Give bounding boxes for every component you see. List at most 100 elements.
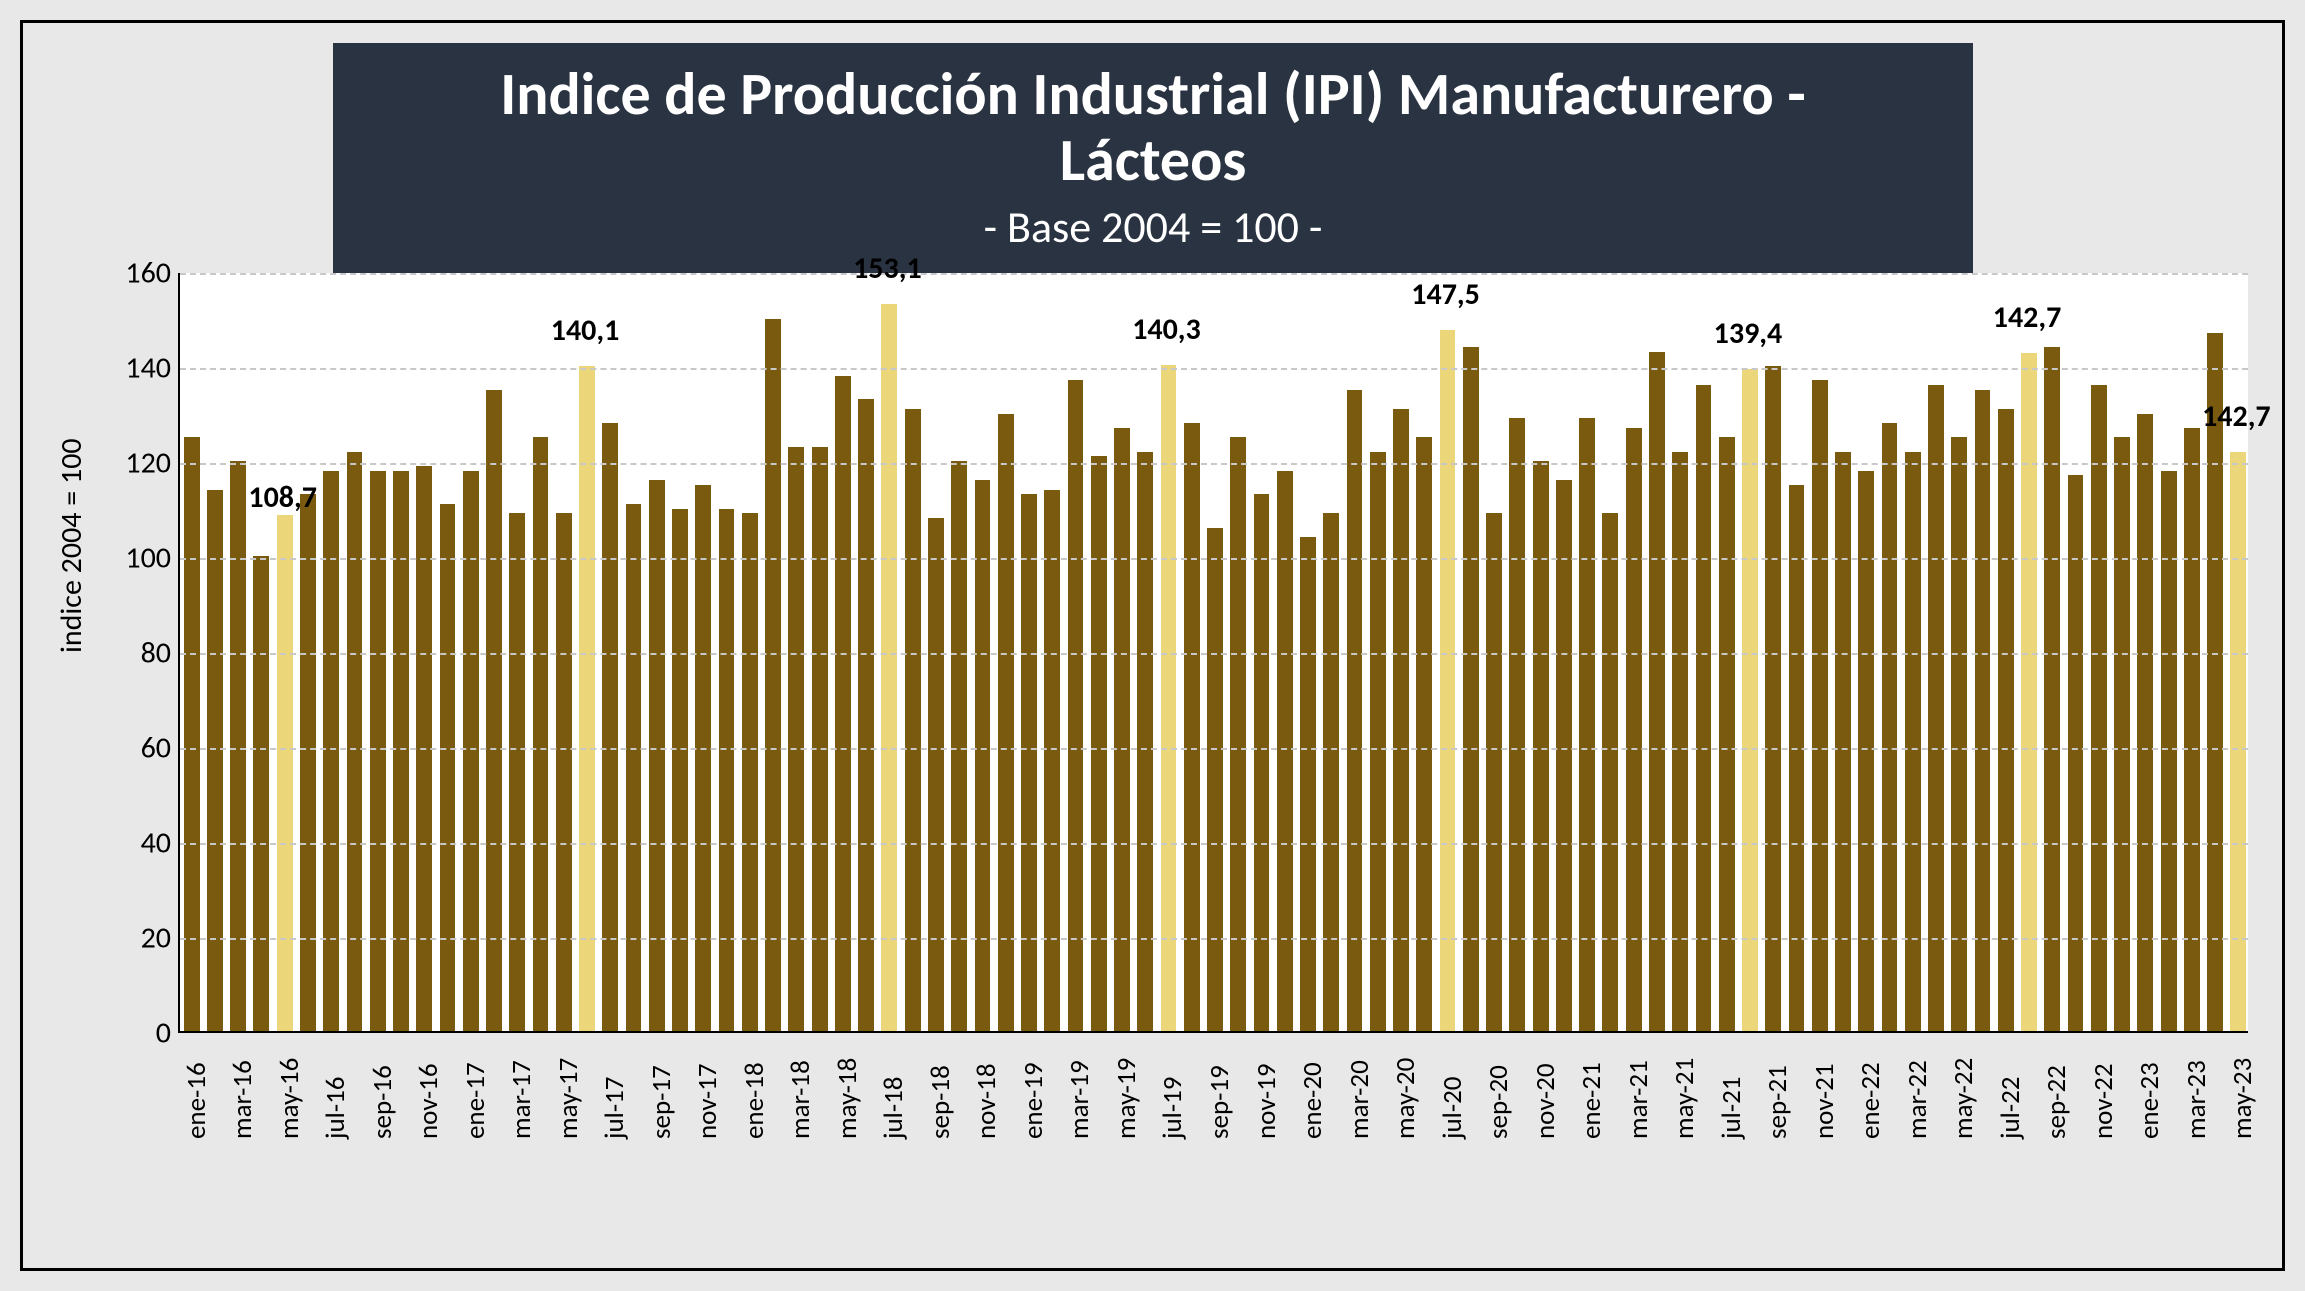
bar [1626,428,1642,1031]
bar [1533,461,1549,1031]
data-label: 108,7 [248,479,317,516]
bar [1765,366,1781,1031]
data-label: 153,1 [853,250,922,287]
x-tick-label: sep-17 [645,1065,678,1139]
bar [928,518,944,1031]
bar [347,452,363,1032]
x-tick-label: may-22 [1947,1058,1980,1139]
bar [858,399,874,1031]
bar [1021,494,1037,1031]
bar [556,513,572,1031]
x-tick-label: jul-19 [1156,1077,1189,1139]
bar [1114,428,1130,1031]
data-label: 147,5 [1411,276,1480,313]
bar [1207,528,1223,1032]
bar [1254,494,1270,1031]
data-label: 140,3 [1132,311,1201,348]
x-tick-label: mar-17 [505,1060,538,1139]
x-tick-label: sep-18 [924,1065,957,1139]
x-tick-label: ene-18 [738,1062,771,1139]
bar [1416,437,1432,1031]
x-tick-label: ene-22 [1854,1062,1887,1139]
grid-line [180,843,2248,845]
bar [672,509,688,1032]
x-tick-label: nov-19 [1250,1063,1283,1139]
x-tick-label: jul-22 [1994,1077,2027,1139]
y-tick-label: 60 [123,730,171,767]
x-tick-label: may-16 [273,1058,306,1139]
bar [2114,437,2130,1031]
bar [2207,333,2223,1031]
y-tick-label: 120 [123,445,171,482]
bar [975,480,991,1031]
grid-line [180,463,2248,465]
bar [2091,385,2107,1031]
grid-line [180,653,2248,655]
x-tick-label: sep-20 [1482,1065,1515,1139]
bar [719,509,735,1032]
y-axis-label: indice 2004 = 100 [53,438,90,653]
bar [230,461,246,1031]
x-tick-label: jul-17 [598,1077,631,1139]
x-tick-label: ene-16 [180,1062,213,1139]
bar [881,304,897,1031]
bar [1928,385,1944,1031]
x-tick-label: mar-18 [784,1060,817,1139]
bar [1742,369,1758,1031]
bar [788,447,804,1031]
bar [742,513,758,1031]
bar [812,447,828,1031]
x-tick-label: nov-21 [1808,1063,1841,1139]
chart-title-line1: Indice de Producción Industrial (IPI) Ma… [500,62,1805,128]
x-tick-label: mar-16 [226,1060,259,1139]
bar [1091,456,1107,1031]
data-label: 142,7 [2202,398,2271,435]
bar [579,366,595,1031]
x-tick-label: mar-21 [1622,1060,1655,1139]
bar [2161,471,2177,1032]
bar [1323,513,1339,1031]
x-tick-label: sep-16 [366,1065,399,1139]
grid-line [180,938,2248,940]
bars-layer [180,273,2248,1031]
bar [951,461,967,1031]
x-tick-label: ene-21 [1575,1062,1608,1139]
bar [1347,390,1363,1031]
bar [649,480,665,1031]
x-tick-label: jul-16 [319,1077,352,1139]
bar [1649,352,1665,1031]
x-tick-label: nov-22 [2087,1063,2120,1139]
bar [370,471,386,1032]
x-tick-label: nov-18 [970,1063,1003,1139]
x-tick-label: jul-20 [1436,1077,1469,1139]
x-tick-label: ene-17 [459,1062,492,1139]
bar [463,471,479,1032]
bar [1277,471,1293,1032]
bar [1230,437,1246,1031]
bar [1835,452,1851,1032]
data-label: 142,7 [1993,299,2062,336]
y-tick-label: 0 [123,1015,171,1052]
bar [509,513,525,1031]
bar [1300,537,1316,1031]
bar [1463,347,1479,1031]
grid-line [180,273,2248,275]
bar [695,485,711,1031]
bar [1044,490,1060,1032]
x-tick-label: jul-21 [1715,1077,1748,1139]
x-tick-label: mar-20 [1343,1060,1376,1139]
bar [533,437,549,1031]
title-band: Indice de Producción Industrial (IPI) Ma… [333,43,1973,273]
chart-subtitle: - Base 2004 = 100 - [984,200,1323,254]
bar [1556,480,1572,1031]
bar [1672,452,1688,1032]
data-label: 140,1 [551,312,620,349]
x-tick-label: nov-17 [691,1063,724,1139]
bar [1975,390,1991,1031]
bar [1812,380,1828,1031]
data-label: 139,4 [1714,315,1783,352]
bar [1486,513,1502,1031]
bar [2184,428,2200,1031]
bar [253,556,269,1031]
bar [277,515,293,1031]
